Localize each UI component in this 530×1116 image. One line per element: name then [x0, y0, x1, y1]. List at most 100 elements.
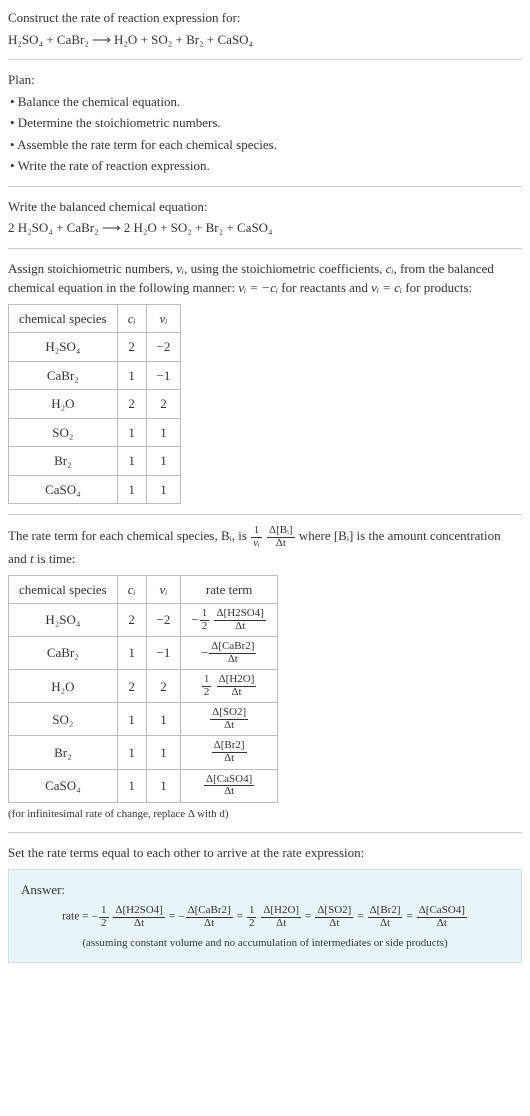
divider — [8, 248, 522, 249]
balanced-equation: 2 H₂SO₄ + CaBr₂ ⟶ 2 H₂O + SO₂ + Br₂ + Ca… — [8, 218, 522, 238]
final-title: Set the rate terms equal to each other t… — [8, 843, 522, 863]
equals-sign: = — [166, 911, 178, 923]
col-vi: νᵢ — [146, 304, 181, 333]
cell-vi: −1 — [146, 361, 181, 390]
rate-term: Δ[CaSO4]Δt — [203, 777, 255, 792]
text: for products: — [402, 280, 472, 295]
coef-fraction: 12 — [98, 905, 110, 929]
rate-term: Δ[SO2]Δt — [314, 911, 354, 923]
minus-sign: − — [191, 610, 198, 630]
delta-fraction: Δ[SO2]Δt — [209, 707, 249, 731]
cell-ci: 1 — [117, 475, 146, 504]
cell-ci: 1 — [117, 361, 146, 390]
denominator: Δt — [214, 621, 265, 633]
denominator: Δt — [417, 918, 467, 930]
minus-sign: − — [201, 643, 208, 663]
denominator: Δt — [217, 687, 257, 699]
delta-fraction: Δ[CaBr2]Δt — [185, 905, 234, 929]
delta-fraction: Δ[CaSO4]Δt — [203, 774, 255, 798]
header-section: Construct the rate of reaction expressio… — [8, 8, 522, 49]
table-row: CaBr₂1−1 — [9, 361, 181, 390]
plan-item: • Write the rate of reaction expression. — [10, 156, 522, 176]
denominator: Δt — [113, 918, 164, 930]
table-row: H₂SO₄2−2−12 Δ[H2SO4]Δt — [9, 604, 278, 637]
cell-species: Br₂ — [9, 736, 118, 769]
cell-species: H₂SO₄ — [9, 604, 118, 637]
rate-term-intro: The rate term for each chemical species,… — [8, 525, 522, 569]
plan-list: • Balance the chemical equation. • Deter… — [8, 92, 522, 176]
plan-item: • Assemble the rate term for each chemic… — [10, 135, 522, 155]
equals-sign: = — [234, 911, 246, 923]
cell-vi: 2 — [146, 390, 181, 419]
denominator: Δt — [186, 918, 233, 930]
cell-vi: −2 — [146, 604, 181, 637]
delta-fraction: Δ[H2SO4]Δt — [213, 608, 266, 632]
equals-sign: = — [354, 911, 366, 923]
cell-species: Br₂ — [9, 447, 118, 476]
rate-term: 12 Δ[H2O]Δt — [246, 911, 302, 923]
numerator: Δ[Bᵢ] — [267, 525, 295, 538]
denominator: Δt — [212, 753, 247, 765]
coef-fraction: 12 — [199, 608, 211, 632]
denominator: Δt — [267, 538, 295, 550]
denominator: 2 — [202, 687, 212, 699]
rate-term: Δ[Br2]Δt — [211, 744, 248, 759]
final-section: Set the rate terms equal to each other t… — [8, 843, 522, 963]
rate-term: Δ[CaSO4]Δt — [416, 911, 468, 923]
denominator: 2 — [200, 621, 210, 633]
numerator: Δ[CaBr2] — [209, 641, 256, 654]
cell-species: SO₂ — [9, 418, 118, 447]
cell-rate-term: −Δ[CaBr2]Δt — [181, 637, 278, 670]
divider — [8, 514, 522, 515]
denominator: Δt — [261, 918, 301, 930]
cell-vi: −2 — [146, 333, 181, 362]
cell-species: SO₂ — [9, 703, 118, 736]
cell-species: CaSO₄ — [9, 475, 118, 504]
rate-expression: rate = −12 Δ[H2SO4]Δt = −Δ[CaBr2]Δt = 12… — [21, 903, 509, 931]
col-rate-term: rate term — [181, 575, 278, 604]
numerator: 1 — [202, 674, 212, 687]
balanced-section: Write the balanced chemical equation: 2 … — [8, 197, 522, 238]
stoich-intro: Assign stoichiometric numbers, νᵢ, using… — [8, 259, 522, 298]
table-row: H₂O2212 Δ[H2O]Δt — [9, 670, 278, 703]
unbalanced-equation: H₂SO₄ + CaBr₂ ⟶ H₂O + SO₂ + Br₂ + CaSO₄ — [8, 30, 522, 50]
cell-ci: 2 — [117, 670, 146, 703]
cell-ci: 1 — [117, 418, 146, 447]
col-species: chemical species — [9, 304, 118, 333]
text: , using the stoichiometric coefficients, — [184, 261, 386, 276]
rate-term: −Δ[CaBr2]Δt — [178, 911, 234, 923]
cell-ci: 2 — [117, 604, 146, 637]
table-row: SO₂11Δ[SO2]Δt — [9, 703, 278, 736]
cell-ci: 1 — [117, 703, 146, 736]
table-row: Br₂11Δ[Br2]Δt — [9, 736, 278, 769]
relation: νᵢ = cᵢ — [371, 280, 402, 295]
coef-fraction: 12 — [246, 905, 258, 929]
cell-vi: 1 — [146, 736, 181, 769]
assumption-text: (assuming constant volume and no accumul… — [21, 935, 509, 952]
rate-table-footnote: (for infinitesimal rate of change, repla… — [8, 806, 522, 823]
table-row: CaSO₄11Δ[CaSO4]Δt — [9, 769, 278, 802]
denominator: νᵢ — [251, 538, 262, 550]
cell-vi: 2 — [146, 670, 181, 703]
cell-species: H₂O — [9, 390, 118, 419]
cell-ci: 1 — [117, 736, 146, 769]
numerator: 1 — [200, 608, 210, 621]
delta-fraction: Δ[SO2]Δt — [314, 905, 354, 929]
numerator: 1 — [251, 525, 262, 538]
divider — [8, 832, 522, 833]
text: The rate term for each chemical species,… — [8, 528, 250, 543]
delta-fraction: Δ[H2SO4]Δt — [112, 905, 165, 929]
denominator: Δt — [210, 720, 248, 732]
cell-species: CaSO₄ — [9, 769, 118, 802]
cell-vi: −1 — [146, 637, 181, 670]
cell-rate-term: Δ[CaSO4]Δt — [181, 769, 278, 802]
relation: νᵢ = −cᵢ — [238, 280, 278, 295]
table-row: H₂O22 — [9, 390, 181, 419]
cell-ci: 2 — [117, 333, 146, 362]
cell-rate-term: 12 Δ[H2O]Δt — [181, 670, 278, 703]
rate-term: 12 Δ[H2O]Δt — [201, 677, 258, 692]
balanced-title: Write the balanced chemical equation: — [8, 197, 522, 217]
rate-term: −12 Δ[H2SO4]Δt — [92, 911, 166, 923]
cell-vi: 1 — [146, 418, 181, 447]
delta-fraction: Δ[H2O]Δt — [216, 674, 258, 698]
